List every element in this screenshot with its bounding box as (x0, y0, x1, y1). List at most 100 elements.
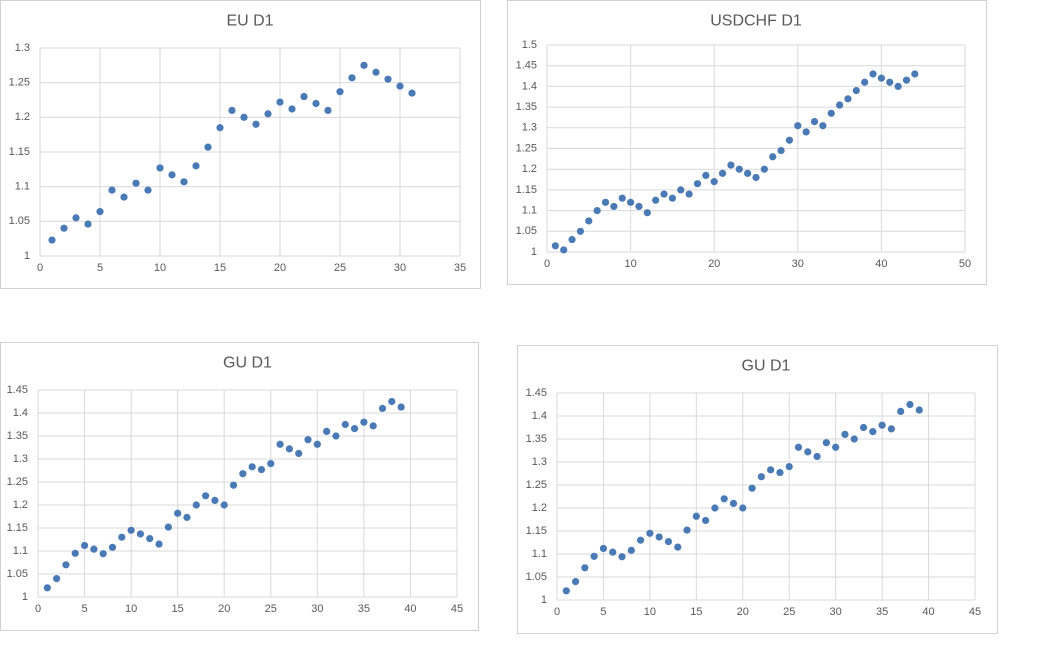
x-tick-label: 15 (690, 606, 702, 618)
scatter-point (108, 543, 117, 551)
scatter-point (220, 501, 228, 509)
y-tick-label: 1.05 (526, 571, 547, 583)
x-tick-label: 45 (969, 606, 981, 618)
scatter-point (576, 227, 585, 235)
scatter-point (62, 561, 70, 569)
y-tick-label: 1.3 (522, 122, 537, 134)
scatter-point (878, 421, 886, 429)
scatter-point (350, 425, 359, 433)
scatter-point (168, 171, 176, 179)
scatter-point (683, 526, 691, 534)
x-tick-label: 20 (274, 262, 286, 274)
scatter-point (906, 400, 914, 409)
scatter-point (802, 128, 810, 136)
scatter-point (887, 425, 896, 433)
y-tick-label: 1.15 (7, 522, 28, 534)
scatter-point (660, 190, 668, 198)
y-tick-label: 1 (531, 246, 537, 258)
scatter-point (156, 164, 164, 172)
scatter-point (710, 178, 718, 186)
x-tick-label: 40 (875, 258, 887, 270)
x-tick-label: 10 (125, 603, 137, 615)
y-tick-label: 1.25 (9, 77, 30, 89)
scatter-point (136, 530, 145, 538)
scatter-point (288, 105, 296, 113)
scatter-point (332, 432, 340, 440)
scatter-point (336, 88, 344, 96)
scatter-point (685, 190, 693, 198)
scatter-point (827, 109, 835, 117)
scatter-point (861, 78, 869, 86)
x-tick-label: 15 (214, 262, 226, 274)
scatter-point (894, 82, 902, 90)
x-tick-label: 40 (922, 606, 934, 618)
scatter-point (668, 194, 677, 202)
scatter-point (71, 549, 79, 557)
scatter-point (120, 193, 128, 201)
x-tick-label: 30 (311, 603, 323, 615)
scatter-point (610, 202, 618, 211)
x-tick-label: 40 (404, 603, 416, 615)
scatter-point (794, 443, 803, 451)
y-tick-label: 1.2 (13, 499, 28, 511)
scatter-point (692, 512, 700, 520)
x-tick-label: 5 (97, 262, 103, 274)
scatter-point (627, 198, 635, 206)
scatter-point (396, 82, 404, 90)
x-tick-label: 10 (644, 606, 656, 618)
scatter-point (702, 171, 710, 180)
y-tick-label: 1.1 (522, 205, 537, 217)
y-tick-label: 1.45 (526, 387, 547, 399)
scatter-point (677, 186, 685, 194)
scatter-point (744, 169, 752, 177)
scatter-point (257, 465, 266, 474)
x-tick-label: 45 (451, 603, 463, 615)
y-tick-label: 1.35 (516, 101, 537, 113)
scatter-point (776, 468, 784, 477)
x-tick-label: 0 (37, 262, 43, 274)
y-tick-label: 1.35 (7, 430, 28, 442)
scatter-point (295, 449, 303, 458)
x-tick-label: 10 (154, 262, 166, 274)
scatter-point (397, 403, 405, 411)
scatter-point (43, 584, 51, 592)
scatter-point (264, 110, 272, 118)
scatter-point (902, 76, 911, 84)
y-tick-label: 1.3 (15, 42, 30, 54)
scatter-point (664, 537, 673, 546)
chart-title: EU D1 (226, 13, 273, 30)
scatter-point (127, 526, 135, 534)
y-tick-label: 1 (541, 594, 547, 606)
scatter-point (739, 504, 747, 512)
scatter-point (711, 504, 719, 512)
scatter-point (886, 78, 894, 86)
scatter-point (146, 534, 154, 543)
scatter-point (108, 186, 116, 194)
scatter-point (118, 533, 126, 541)
scatter-point (785, 136, 794, 144)
chart: USDCHF D1 1 1.05 1.1 1.15 1.2 1.25 1.3 1.35 1.4 1.… (507, 0, 987, 285)
y-tick-label: 1.45 (7, 384, 28, 396)
scatter-point (48, 236, 56, 244)
scatter-point (720, 495, 728, 503)
y-tick-label: 1.2 (522, 163, 537, 175)
scatter-point (276, 98, 284, 106)
scatter-point (216, 124, 224, 132)
scatter-point (777, 146, 785, 155)
scatter-point (99, 550, 107, 558)
scatter-point (84, 220, 92, 228)
x-tick-label: 25 (265, 603, 277, 615)
x-tick-label: 35 (358, 603, 370, 615)
scatter-point (360, 61, 368, 69)
scatter-point (652, 196, 660, 204)
scatter-point (551, 242, 559, 250)
scatter-point (635, 202, 643, 211)
scatter-point (911, 70, 919, 78)
scatter-point (562, 587, 570, 595)
scatter-point (760, 165, 768, 173)
x-tick-label: 50 (959, 258, 971, 270)
scatter-point (593, 207, 601, 215)
x-tick-label: 25 (783, 606, 795, 618)
scatter-point (581, 564, 589, 572)
